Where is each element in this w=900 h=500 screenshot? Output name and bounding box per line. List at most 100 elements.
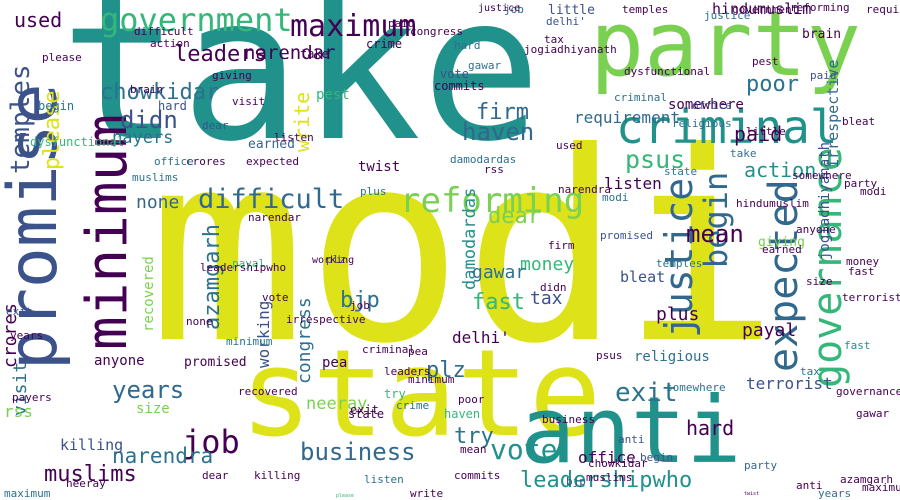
word: none (136, 192, 180, 213)
word: congress (294, 297, 315, 384)
word: brain (802, 27, 842, 42)
word: temples (656, 257, 703, 270)
word: criminal (614, 91, 667, 104)
word: years (818, 487, 852, 500)
word: didn (120, 106, 178, 134)
word: irrespective (286, 313, 366, 326)
word: fast (848, 265, 875, 278)
word: party (590, 0, 861, 97)
word: muslims (132, 171, 179, 184)
word: anti (618, 433, 645, 446)
word: criminal (616, 100, 838, 154)
word: action (150, 37, 190, 50)
word: congress (410, 25, 463, 38)
word: little (548, 3, 595, 18)
word: reforming (790, 1, 850, 14)
word: state (240, 325, 602, 464)
word: minimum (408, 373, 455, 386)
word: muslims (44, 462, 137, 487)
word: narendra (112, 444, 214, 468)
word: vote (490, 433, 558, 466)
word: narendra (558, 183, 611, 196)
word: tax (530, 288, 563, 309)
word: giving (758, 235, 805, 250)
word: neeray (66, 477, 106, 490)
word: rss (484, 163, 504, 176)
word: dysfunctional (624, 65, 711, 78)
word: delhi' (452, 328, 510, 347)
word: pea (322, 355, 348, 371)
word: bjp (340, 288, 380, 313)
word: try (384, 387, 406, 401)
word: chowkidar (100, 80, 220, 105)
word: hindumuslim (736, 197, 809, 210)
word: take (60, 0, 542, 186)
word: tax (800, 365, 820, 378)
word: maximum (4, 487, 51, 500)
word: office (154, 155, 194, 168)
word: size (806, 275, 833, 288)
word: size (136, 401, 170, 417)
word: pest (316, 87, 350, 103)
word: recovered (141, 256, 157, 332)
word: poor (458, 393, 485, 406)
word: business (300, 438, 416, 466)
word: giving (212, 69, 252, 82)
word: gawar (472, 262, 527, 283)
word: pea (408, 345, 428, 358)
word: narendar (244, 42, 336, 64)
word: tax (544, 33, 564, 46)
word: poor (746, 72, 799, 97)
word: hard (454, 39, 481, 52)
word: neeray (306, 394, 368, 414)
word: modi (602, 191, 629, 204)
word: paid (810, 69, 837, 82)
word: exit (6, 305, 33, 318)
word: requirement (574, 108, 680, 127)
word: minimum (75, 113, 140, 350)
word: expected (246, 155, 299, 168)
word: write (410, 487, 444, 500)
word: paid (388, 17, 415, 30)
word: anti (796, 479, 823, 492)
word: firm (548, 239, 575, 252)
word: dear (202, 469, 229, 482)
word: listen (274, 131, 314, 144)
word: religious (672, 117, 732, 130)
word: fast (844, 339, 871, 352)
word: brain (130, 83, 164, 96)
word: plz (426, 358, 466, 383)
word: payers (12, 391, 52, 404)
word: chowkidar (588, 457, 648, 470)
word: action (744, 158, 817, 182)
word: leadershipwho (200, 261, 287, 274)
word: state (664, 165, 698, 178)
word: reforming (400, 181, 585, 221)
word: take (300, 47, 329, 61)
word: rss (4, 402, 33, 421)
word: maximum (290, 9, 417, 44)
word: listen (604, 174, 662, 193)
word: office (578, 448, 636, 467)
word: hindumuslim (712, 0, 812, 18)
word: promised (600, 229, 653, 242)
word: leaders (384, 365, 431, 378)
word: earned (762, 243, 802, 256)
word: try (454, 424, 494, 449)
word: promised (184, 355, 247, 370)
word: payal (232, 257, 266, 270)
word: killing (254, 469, 301, 482)
word: plus (360, 185, 387, 198)
word: criminal (362, 343, 415, 356)
word: modi (148, 96, 779, 401)
word: narendar (248, 211, 301, 224)
word: didn (540, 281, 567, 294)
word: justice (704, 9, 751, 22)
word: exit (615, 378, 678, 408)
word: dear (488, 204, 541, 229)
word: take (730, 147, 757, 160)
word: listen (364, 473, 404, 486)
word: temples (622, 3, 669, 16)
word: psus (625, 145, 686, 174)
